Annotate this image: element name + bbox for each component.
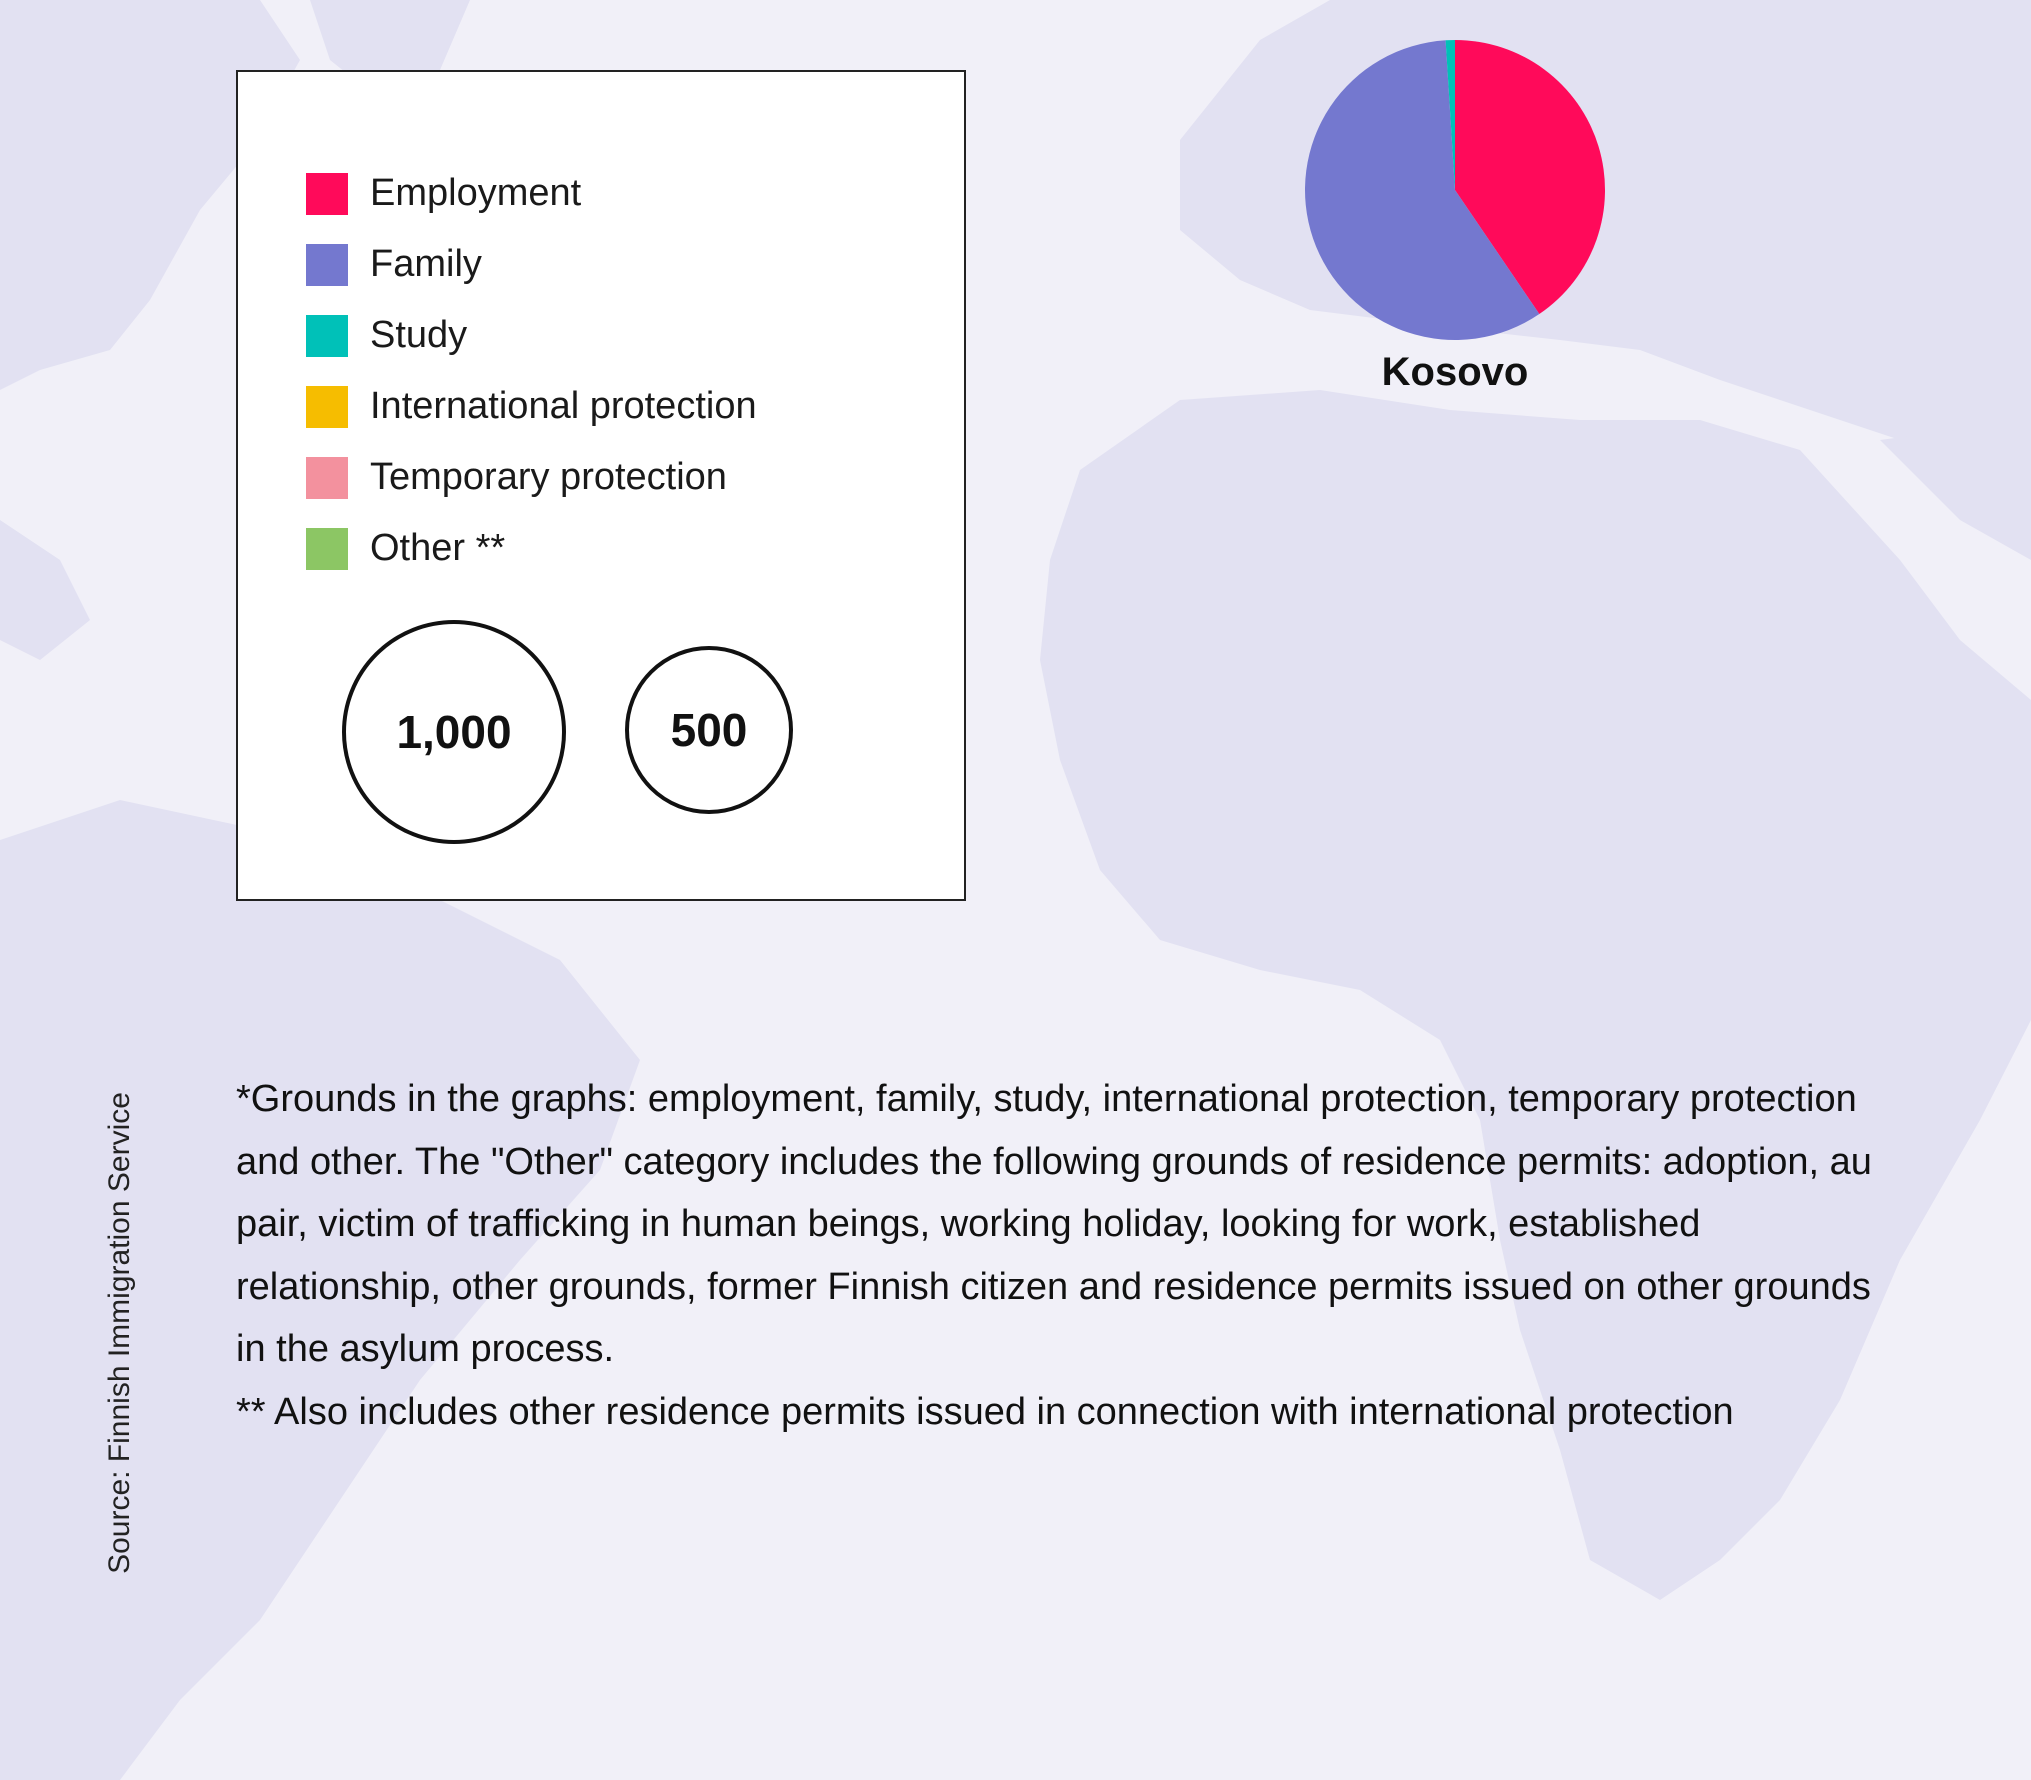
legend-swatch — [306, 527, 348, 570]
legend-label: International protection — [370, 385, 757, 427]
size-circle-500: 500 — [625, 646, 793, 814]
map-africa — [1040, 390, 2031, 1600]
legend-item: Family — [306, 229, 757, 300]
pie-slice-study — [1445, 40, 1455, 190]
map-north-america — [0, 0, 300, 390]
legend-label: Study — [370, 314, 468, 356]
legend-item: International protection — [306, 371, 757, 442]
legend-swatch — [306, 314, 348, 357]
legend-panel: Employment Family Study International prote… — [236, 70, 966, 901]
size-circle-500-label: 500 — [670, 704, 748, 756]
pie-chart-kosovo — [1305, 40, 1605, 340]
footnote: *Grounds in the graphs: employment, fami… — [236, 1068, 1876, 1443]
legend-label: Family — [370, 243, 482, 285]
legend-item: Employment — [306, 158, 757, 229]
map-south-america — [0, 800, 640, 1780]
pie-slice-family — [1305, 40, 1540, 340]
legend-swatch — [306, 456, 348, 499]
map-caribbean — [0, 520, 90, 660]
pie-slice-employment — [1455, 40, 1605, 315]
legend-list: Employment Family Study International prote… — [306, 158, 757, 584]
footnote-paragraph-1: *Grounds in the graphs: employment, fami… — [236, 1078, 1872, 1370]
legend-item: Other ** — [306, 513, 757, 584]
legend-label: Employment — [370, 172, 582, 214]
map-uk — [1280, 30, 1350, 120]
legend-label: Other ** — [370, 527, 506, 569]
legend-swatch — [306, 243, 348, 286]
map-arabia — [1880, 420, 2031, 560]
size-circle-1000-label: 1,000 — [396, 706, 512, 758]
pie-country-label: Kosovo — [1381, 350, 1529, 394]
legend-swatch — [306, 172, 348, 215]
legend-swatch — [306, 385, 348, 428]
footnote-paragraph-2: ** Also includes other residence permits… — [236, 1390, 1734, 1433]
legend-label: Temporary protection — [370, 456, 727, 498]
legend-item: Temporary protection — [306, 442, 757, 513]
legend-item: Study — [306, 300, 757, 371]
size-circle-1000: 1,000 — [342, 620, 566, 844]
source-label: Source: Finnish Immigration Service — [103, 1092, 136, 1574]
